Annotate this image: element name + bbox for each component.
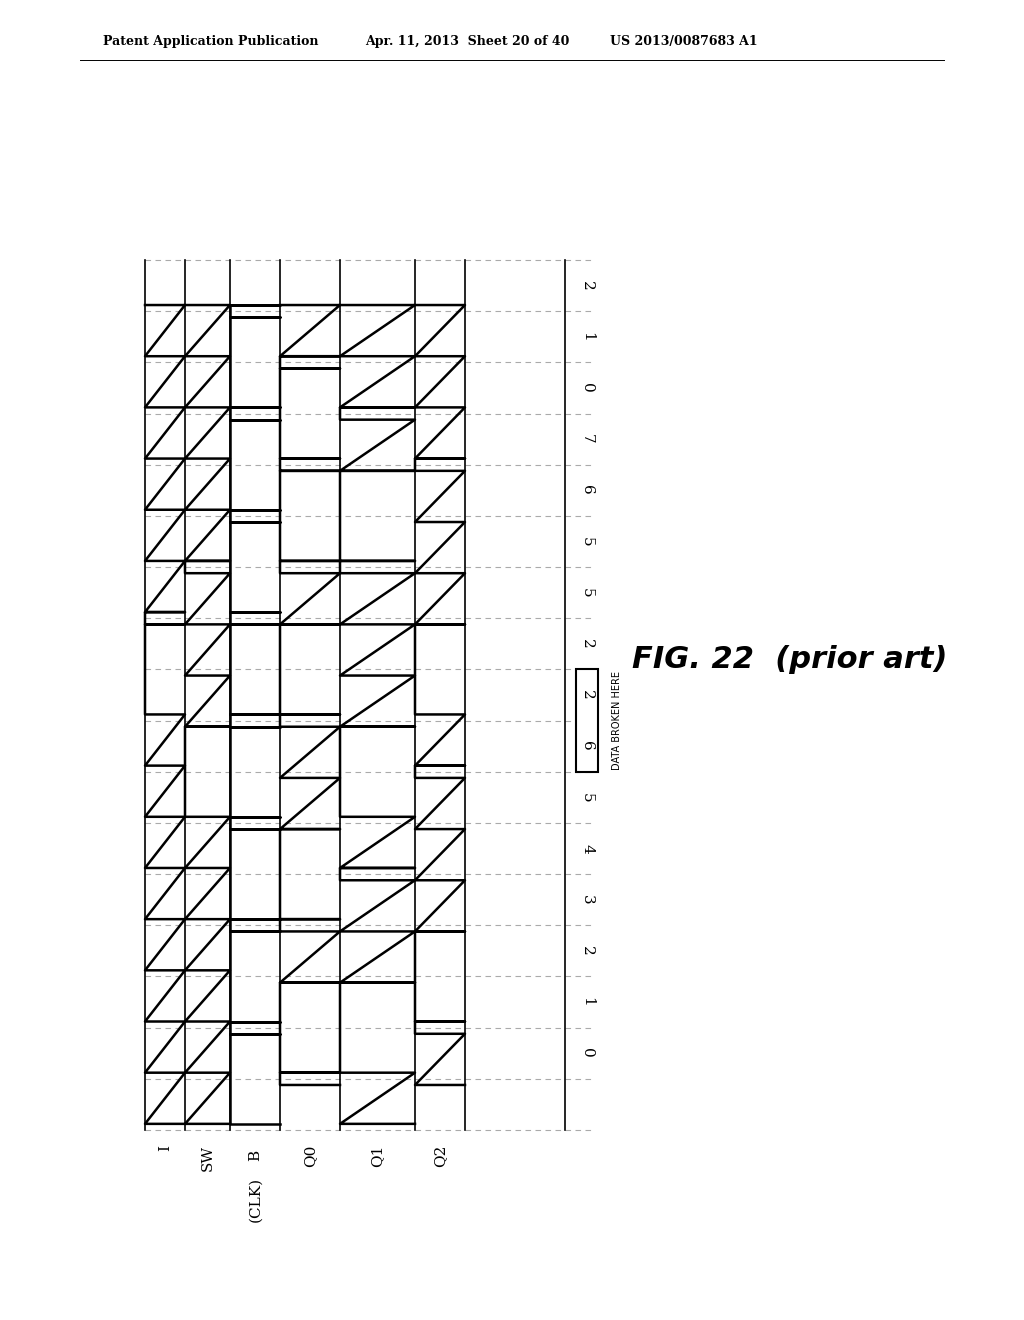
Text: Q1: Q1 <box>371 1144 384 1167</box>
Text: 0: 0 <box>580 1048 594 1059</box>
Text: DATA BROKEN HERE: DATA BROKEN HERE <box>612 671 622 770</box>
Text: Patent Application Publication: Patent Application Publication <box>103 36 318 49</box>
Text: 5: 5 <box>580 792 594 803</box>
Text: SW: SW <box>201 1144 214 1171</box>
Text: 2: 2 <box>580 639 594 648</box>
Text: B: B <box>248 1150 262 1162</box>
Text: 1: 1 <box>580 997 594 1007</box>
Bar <box>575 669 598 772</box>
Text: 2: 2 <box>580 281 594 290</box>
Text: I: I <box>158 1144 172 1151</box>
Text: FIG. 22  (prior art): FIG. 22 (prior art) <box>632 645 948 675</box>
Text: 4: 4 <box>580 843 594 854</box>
Text: 7: 7 <box>580 434 594 444</box>
Text: Q0: Q0 <box>303 1144 317 1167</box>
Text: 3: 3 <box>580 895 594 904</box>
Text: Apr. 11, 2013  Sheet 20 of 40: Apr. 11, 2013 Sheet 20 of 40 <box>365 36 569 49</box>
Text: Q2: Q2 <box>433 1144 447 1167</box>
Text: 6: 6 <box>580 486 594 495</box>
Text: 5: 5 <box>580 537 594 546</box>
Text: 2: 2 <box>580 690 594 700</box>
Text: 6: 6 <box>580 742 594 751</box>
Text: 1: 1 <box>580 331 594 342</box>
Text: US 2013/0087683 A1: US 2013/0087683 A1 <box>610 36 758 49</box>
Text: 0: 0 <box>580 383 594 393</box>
Text: 2: 2 <box>580 946 594 956</box>
Text: (CLK): (CLK) <box>248 1177 262 1222</box>
Text: 5: 5 <box>580 587 594 598</box>
